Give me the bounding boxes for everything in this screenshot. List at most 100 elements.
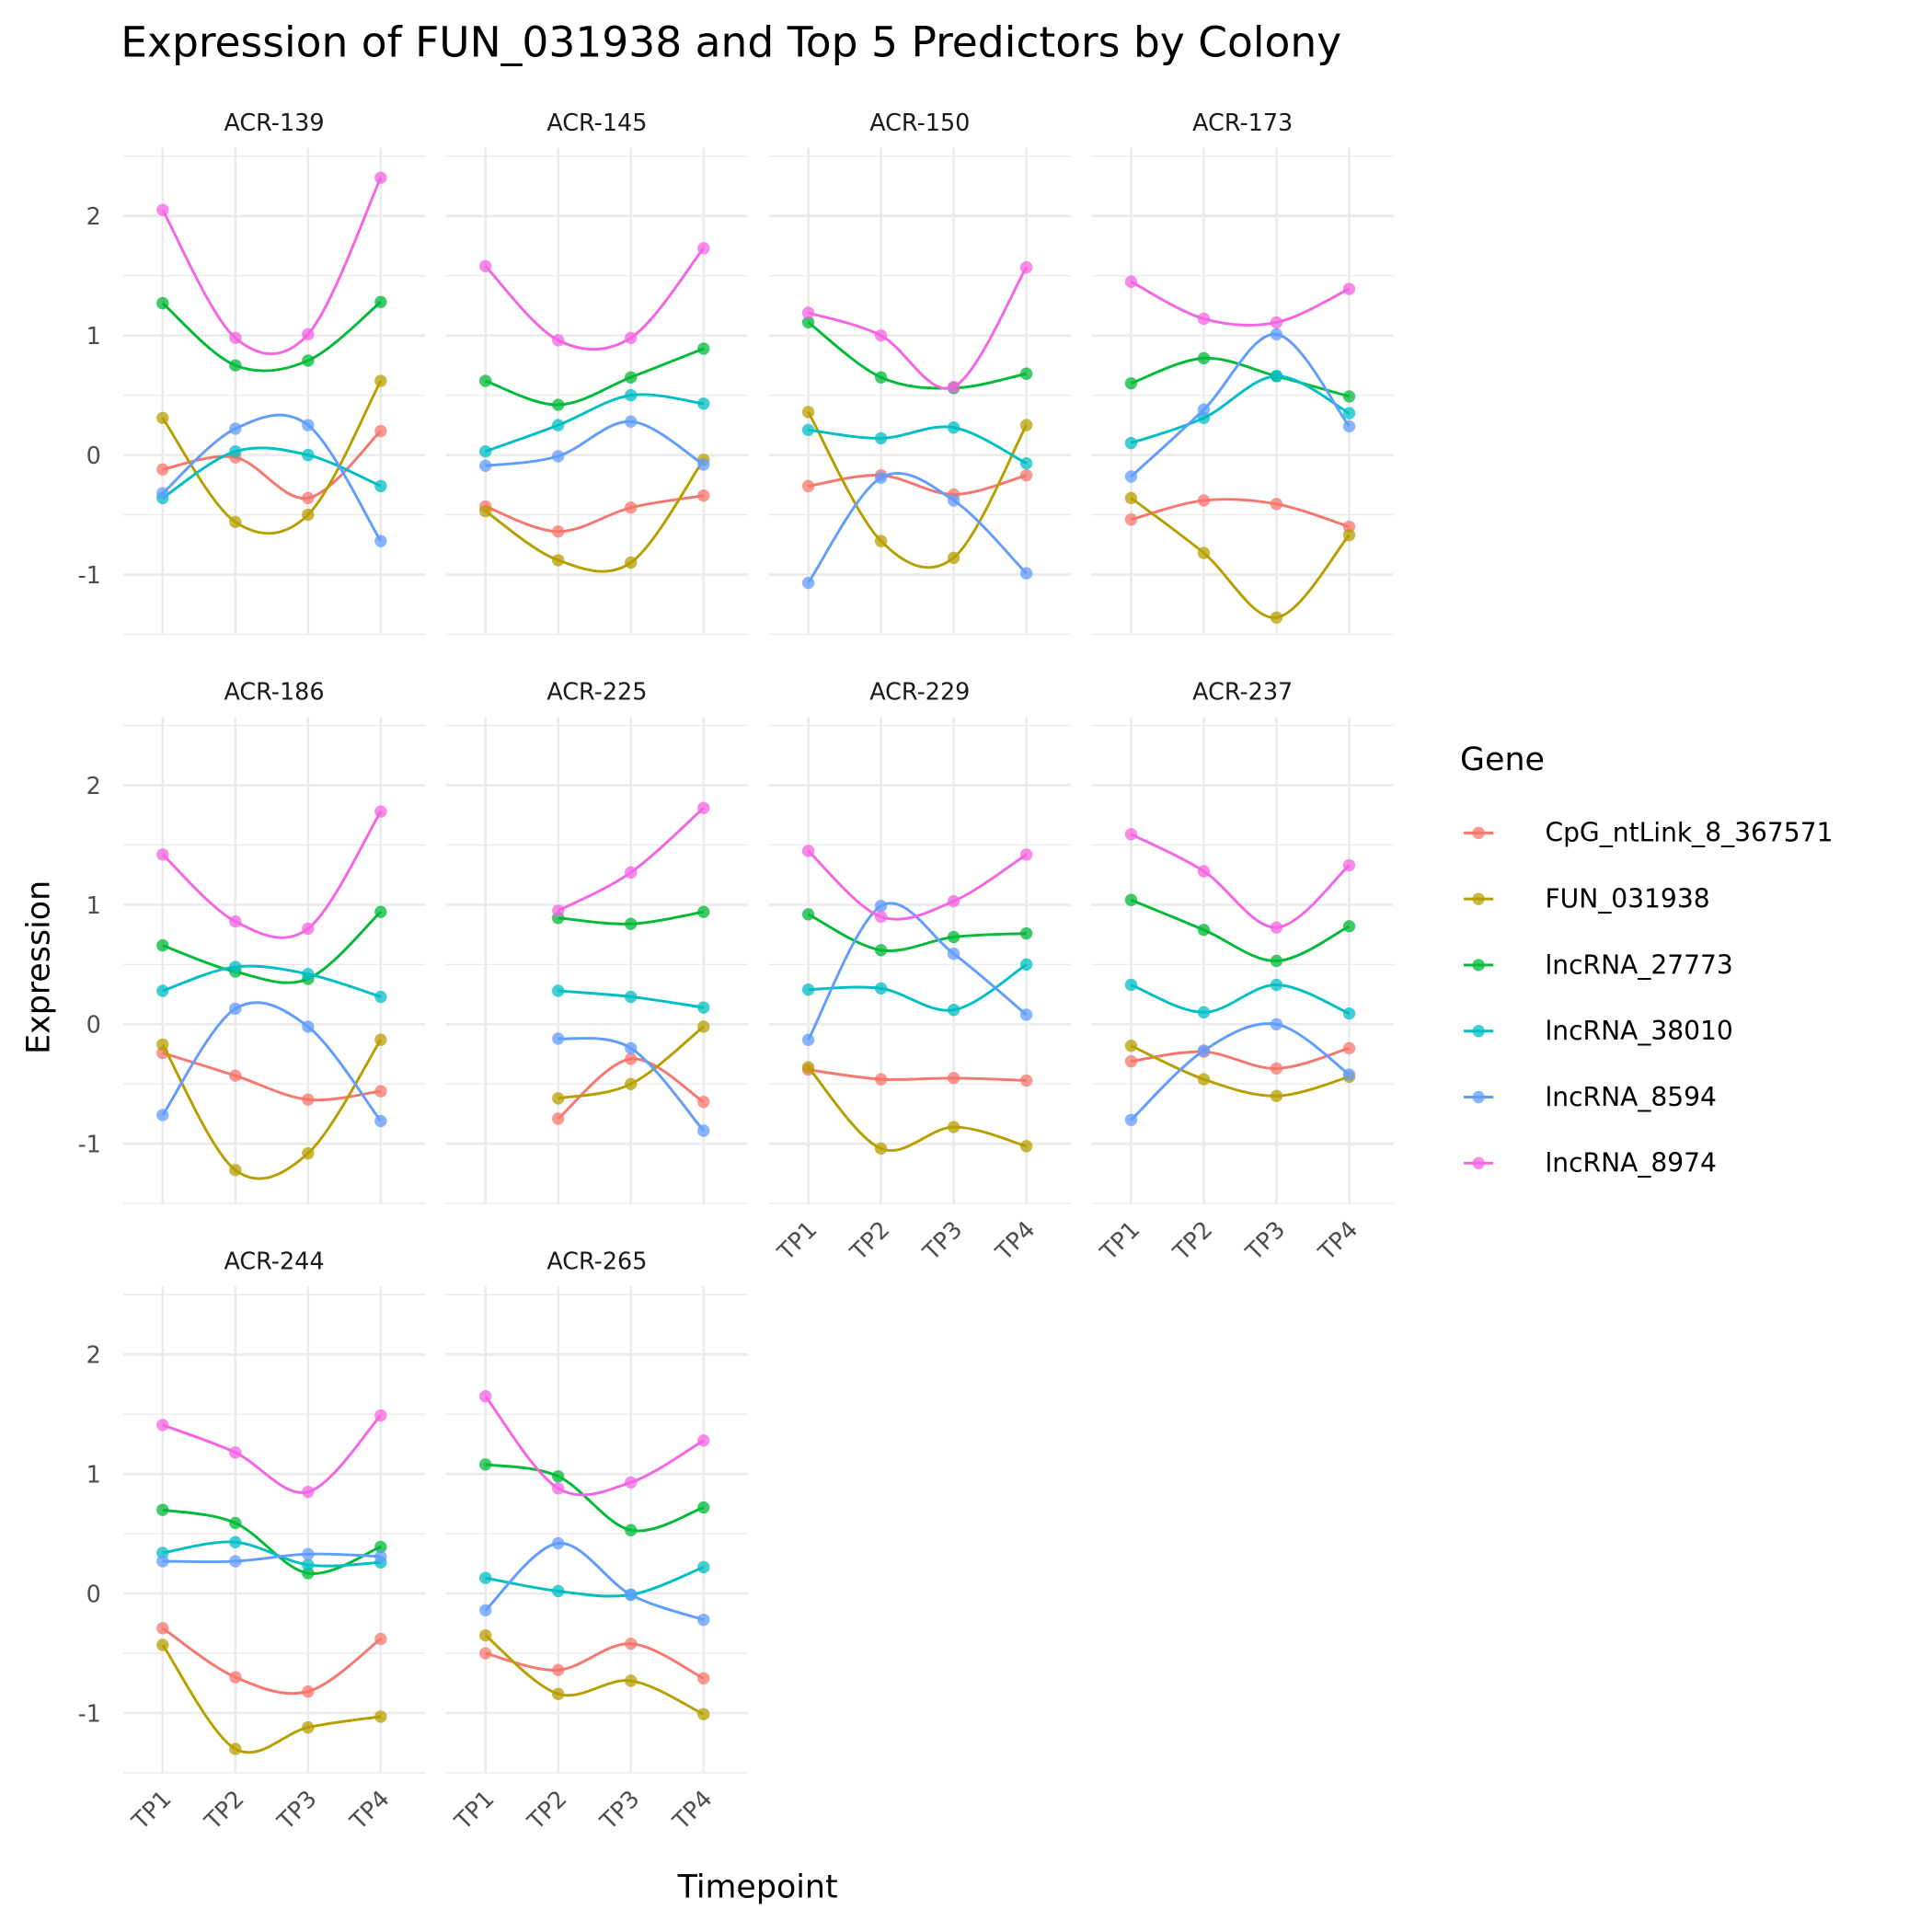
- data-point: [625, 990, 638, 1004]
- data-point: [697, 397, 710, 410]
- legend-item: lncRNA_8974: [1464, 1148, 1717, 1179]
- x-tick-label: TP3: [593, 1785, 644, 1835]
- data-point: [229, 444, 242, 458]
- data-point: [552, 450, 565, 463]
- data-point: [374, 905, 387, 918]
- data-point: [697, 1434, 710, 1447]
- data-point: [1124, 893, 1138, 906]
- data-point: [552, 525, 565, 538]
- data-point: [874, 910, 888, 924]
- data-point: [1270, 921, 1283, 934]
- data-point: [697, 1708, 710, 1720]
- data-point: [478, 1628, 492, 1642]
- data-point: [947, 930, 960, 944]
- y-tick-label: -1: [77, 1699, 100, 1727]
- y-tick-label: -1: [77, 561, 100, 589]
- y-tick-label: 0: [86, 1580, 101, 1607]
- data-point: [552, 1663, 565, 1676]
- data-point: [1270, 978, 1283, 992]
- series-line-lncrna_8974: [807, 849, 1028, 921]
- series-line-lncrna_38010: [161, 446, 382, 500]
- data-point: [625, 556, 638, 569]
- data-point: [156, 1419, 169, 1432]
- data-point: [478, 1458, 492, 1471]
- data-point: [947, 551, 960, 565]
- data-point: [625, 331, 638, 344]
- data-point: [1019, 848, 1033, 861]
- data-point: [1019, 958, 1033, 972]
- data-point: [156, 848, 169, 861]
- data-point: [374, 535, 387, 547]
- series-line-lncrna_8594: [485, 420, 705, 467]
- data-point: [374, 1409, 387, 1422]
- series-line-fun_031938: [484, 458, 705, 573]
- data-point: [697, 1560, 710, 1574]
- legend-key-point: [1472, 1025, 1485, 1038]
- data-point: [478, 259, 492, 273]
- data-point: [1270, 328, 1283, 341]
- data-point: [156, 938, 169, 952]
- series-line-fun_031938: [161, 1644, 382, 1754]
- series-line-lncrna_8974: [161, 811, 383, 939]
- legend-key-point: [1472, 826, 1485, 840]
- x-tick-label: TP3: [1239, 1215, 1290, 1266]
- series-line-fun_031938: [161, 380, 383, 535]
- legend-item: lncRNA_8594: [1464, 1082, 1717, 1112]
- data-point: [1019, 926, 1033, 940]
- data-point: [156, 1038, 169, 1052]
- data-point: [697, 1613, 710, 1627]
- legend-label: FUN_031938: [1545, 884, 1709, 914]
- data-point: [697, 905, 710, 918]
- data-point: [156, 1622, 169, 1635]
- panel-acr-186: ACR-186 -1 0 1 2: [77, 678, 426, 1204]
- data-point: [801, 406, 815, 419]
- data-point: [697, 1124, 710, 1137]
- series-line-lncrna_38010: [808, 425, 1028, 465]
- series-line-lncrna_27773: [485, 347, 705, 407]
- x-tick-label: TP1: [448, 1785, 499, 1835]
- legend-label: CpG_ntLink_8_367571: [1545, 818, 1833, 848]
- data-point: [625, 388, 638, 402]
- facet-strip-label: ACR-229: [869, 678, 970, 706]
- data-point: [374, 1114, 387, 1128]
- data-point: [1197, 1006, 1211, 1019]
- data-point: [1124, 1113, 1138, 1126]
- data-point: [229, 422, 242, 435]
- data-point: [874, 1073, 888, 1086]
- series-line-lncrna_8594: [484, 1542, 705, 1622]
- data-point: [1270, 611, 1283, 624]
- data-point: [374, 1632, 387, 1646]
- data-point: [229, 1069, 242, 1082]
- data-point: [302, 354, 315, 367]
- series-line-lncrna_38010: [485, 1566, 705, 1598]
- data-point: [1197, 546, 1211, 559]
- data-point: [552, 1584, 565, 1598]
- data-point: [478, 1571, 492, 1584]
- facet-strip-label: ACR-145: [546, 109, 647, 136]
- legend-item: FUN_031938: [1464, 884, 1710, 914]
- legend-key-point: [1472, 1090, 1485, 1104]
- data-point: [1342, 528, 1356, 542]
- y-tick-label: 0: [86, 1011, 101, 1039]
- data-point: [625, 1588, 638, 1602]
- data-point: [1019, 1074, 1033, 1087]
- data-point: [625, 415, 638, 428]
- data-point: [302, 328, 315, 341]
- data-point: [156, 1109, 169, 1121]
- series-line-lncrna_8594: [807, 471, 1028, 584]
- x-tick-label: TP4: [666, 1785, 717, 1835]
- y-tick-label: 2: [86, 772, 101, 799]
- data-point: [1197, 1073, 1211, 1086]
- data-point: [156, 1555, 169, 1568]
- data-point: [874, 535, 888, 547]
- data-point: [478, 374, 492, 387]
- legend-label: lncRNA_8974: [1545, 1148, 1716, 1179]
- panel-acr-265: ACR-265 TP1 TP2 TP3 TP4: [445, 1247, 748, 1835]
- data-point: [1342, 282, 1356, 295]
- y-tick-label: 0: [86, 442, 101, 469]
- data-point: [229, 515, 242, 529]
- x-tick-label: TP2: [1167, 1215, 1217, 1266]
- series-line-lncrna_38010: [485, 393, 704, 454]
- facet-strip-label: ACR-150: [869, 109, 970, 136]
- data-point: [229, 1446, 242, 1459]
